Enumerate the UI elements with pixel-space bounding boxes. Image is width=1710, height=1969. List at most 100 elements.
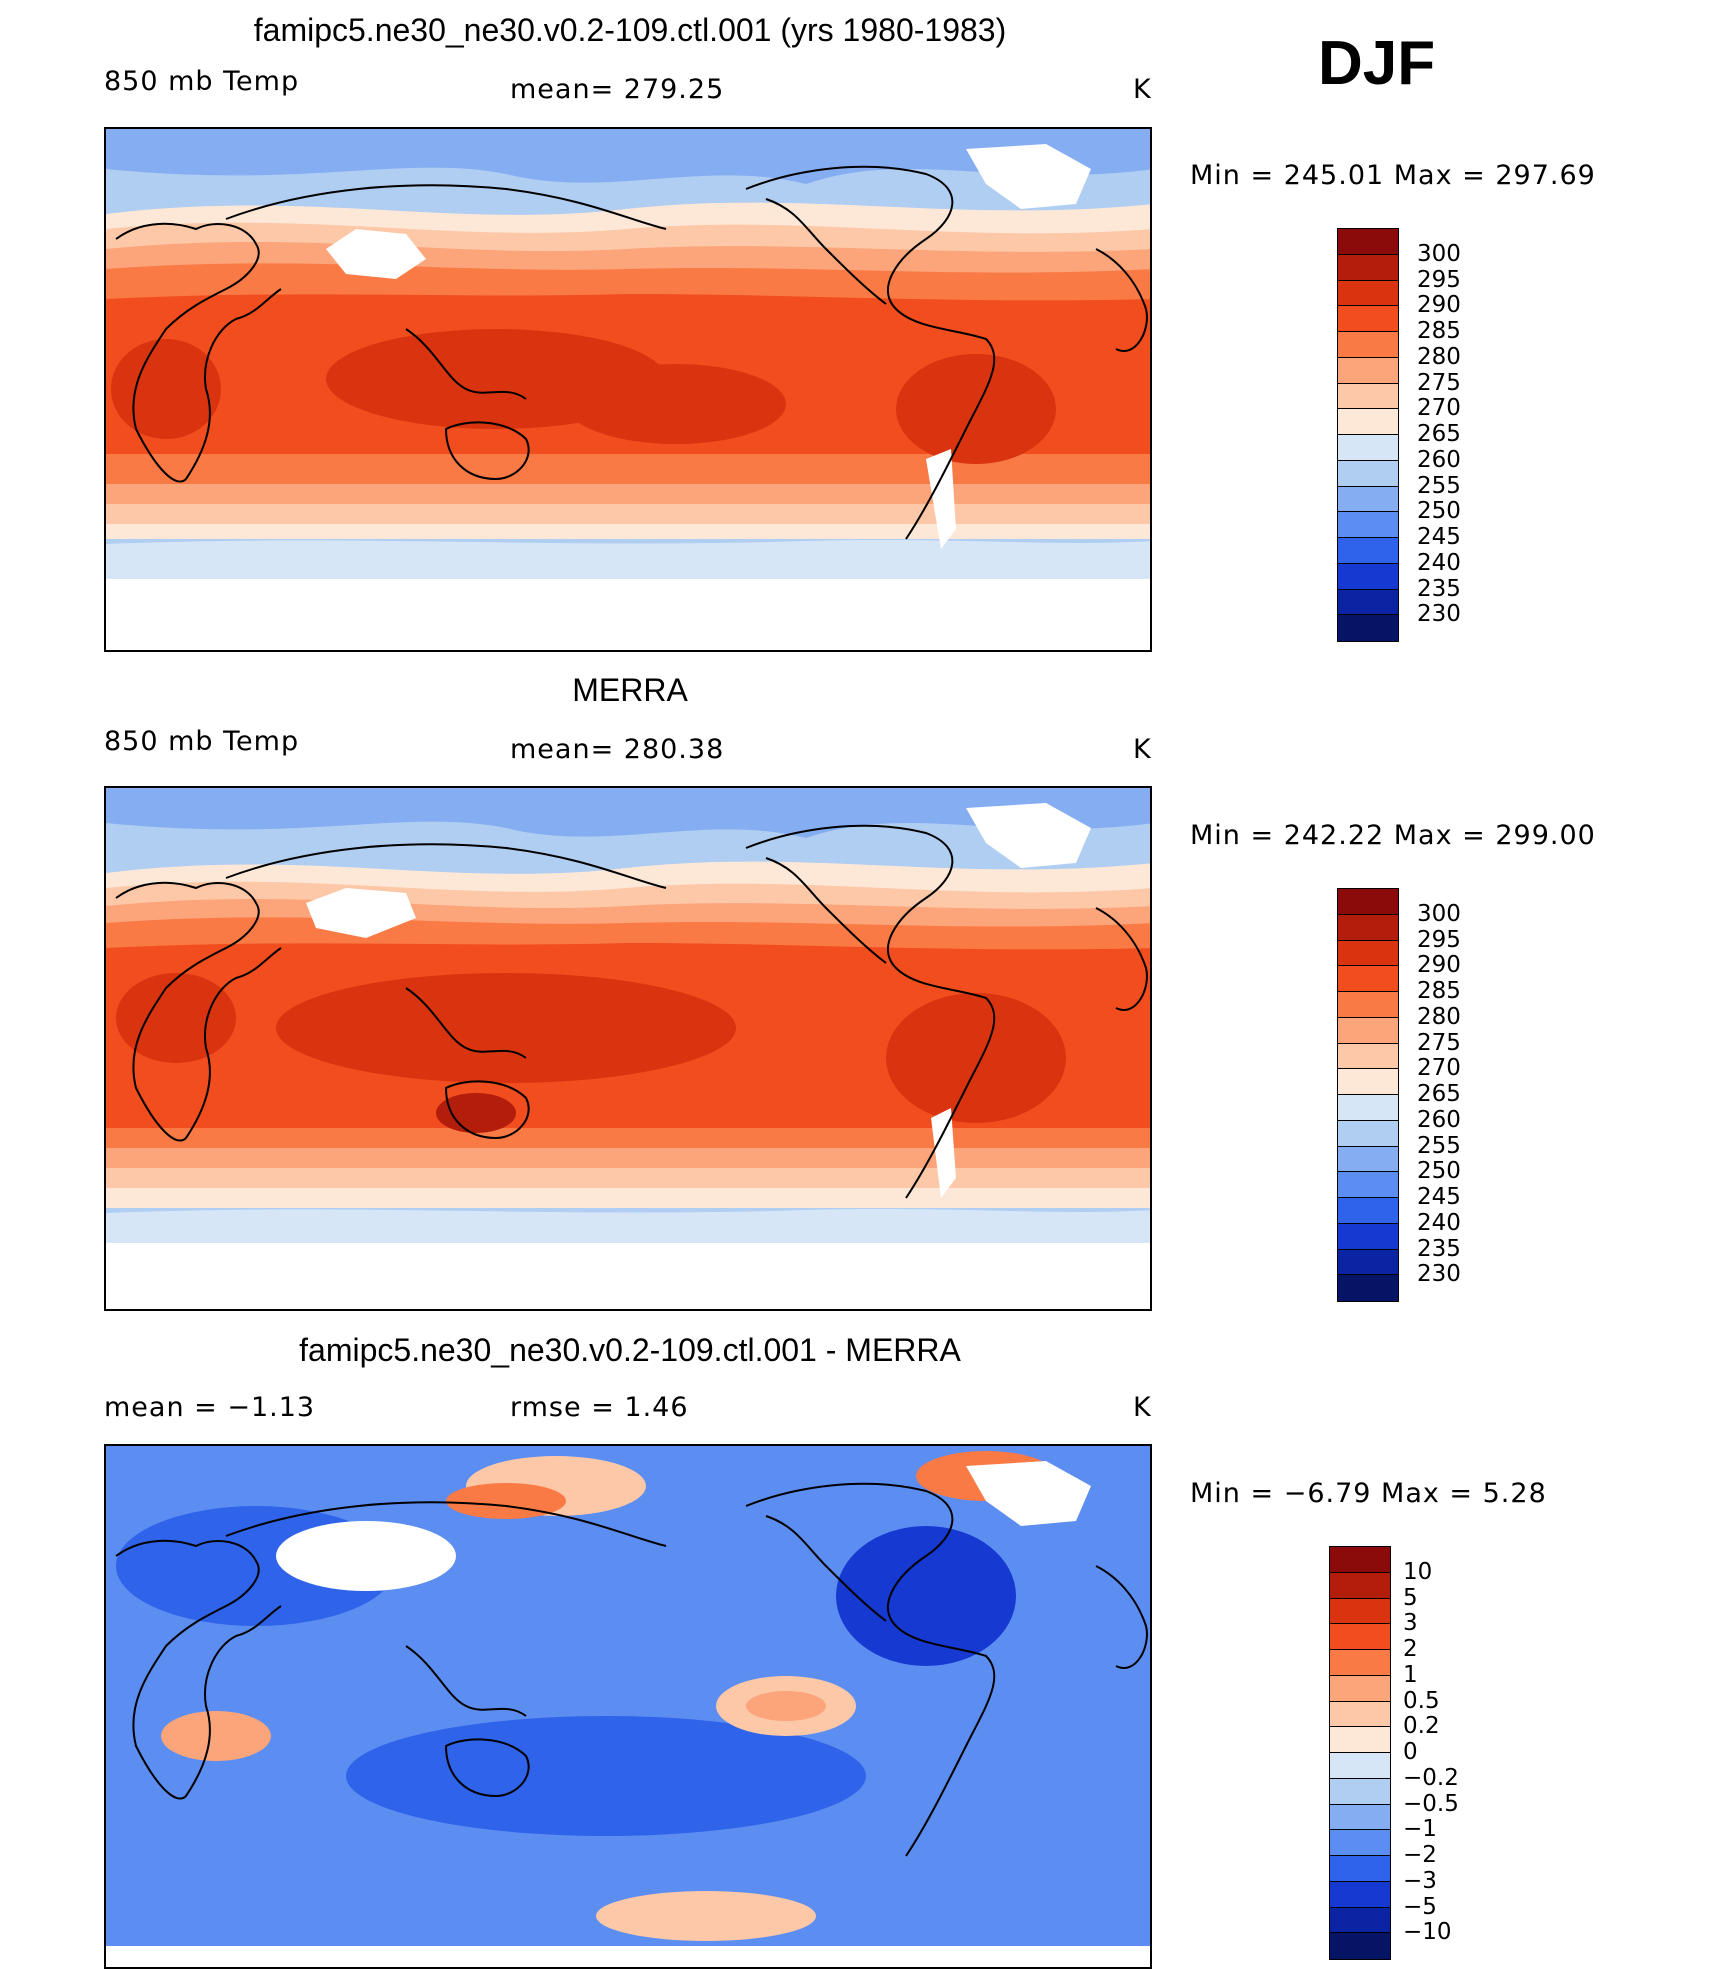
panel-3-title: famipc5.ne30_ne30.v0.2-109.ctl.001 - MER… xyxy=(299,1332,961,1368)
colorbar-tick-label: 245 xyxy=(1417,1184,1461,1210)
colorbar-swatch xyxy=(1338,306,1398,332)
colorbar-swatch xyxy=(1338,1017,1398,1044)
colorbar-swatch xyxy=(1338,1069,1398,1095)
panel-2-map xyxy=(104,786,1152,1311)
panel-1-units-label: K xyxy=(1133,74,1152,105)
colorbar-tick-label: −2 xyxy=(1403,1842,1437,1868)
panel-2-colorbar xyxy=(1337,888,1399,1302)
colorbar-tick-label: 260 xyxy=(1417,1106,1461,1133)
colorbar-tick-label: 0.2 xyxy=(1403,1713,1440,1740)
colorbar-tick-label: 265 xyxy=(1417,421,1461,447)
colorbar-tick-label: 300 xyxy=(1417,900,1461,927)
colorbar-swatch xyxy=(1330,1830,1390,1856)
colorbar-tick-label: 300 xyxy=(1417,240,1461,267)
colorbar-tick-label: 240 xyxy=(1417,549,1461,576)
colorbar-swatch xyxy=(1338,1172,1398,1198)
colorbar-swatch xyxy=(1338,460,1398,487)
colorbar-tick-label: −0.5 xyxy=(1403,1790,1459,1817)
colorbar-swatch xyxy=(1338,889,1398,915)
colorbar-tick-label: 270 xyxy=(1417,395,1461,422)
panel-1-colorbar xyxy=(1337,228,1399,642)
colorbar-swatch xyxy=(1330,1778,1390,1805)
colorbar-tick-label: 285 xyxy=(1417,978,1461,1004)
panel-1-minmax-label: Min = 245.01 Max = 297.69 xyxy=(1190,160,1596,191)
colorbar-tick-label: −3 xyxy=(1403,1867,1437,1894)
colorbar-tick-label: 5 xyxy=(1403,1584,1418,1611)
colorbar-swatch xyxy=(1330,1650,1390,1676)
colorbar-swatch xyxy=(1330,1547,1390,1573)
colorbar-tick-label: 280 xyxy=(1417,343,1461,370)
colorbar-swatch xyxy=(1338,1120,1398,1147)
colorbar-swatch xyxy=(1338,1198,1398,1224)
colorbar-swatch xyxy=(1338,563,1398,590)
colorbar-swatch xyxy=(1338,1275,1398,1301)
colorbar-swatch xyxy=(1338,940,1398,967)
colorbar-swatch xyxy=(1338,435,1398,461)
colorbar-swatch xyxy=(1330,1933,1390,1959)
colorbar-swatch xyxy=(1338,992,1398,1018)
colorbar-tick-label: 275 xyxy=(1417,369,1461,396)
panel-2-title: MERRA xyxy=(572,672,688,708)
colorbar-swatch xyxy=(1338,409,1398,435)
colorbar-swatch xyxy=(1338,1249,1398,1276)
colorbar-tick-label: 245 xyxy=(1417,524,1461,550)
panel-1-mean-label: mean= 279.25 xyxy=(510,74,725,105)
colorbar-swatch xyxy=(1338,383,1398,410)
panel-3-map xyxy=(104,1444,1152,1969)
colorbar-swatch xyxy=(1338,1095,1398,1121)
panel-2-minmax-label: Min = 242.22 Max = 299.00 xyxy=(1190,820,1596,851)
colorbar-tick-label: 270 xyxy=(1417,1055,1461,1082)
colorbar-tick-label: 240 xyxy=(1417,1209,1461,1236)
panel-3-minmax-label: Min = −6.79 Max = 5.28 xyxy=(1190,1478,1547,1509)
panel-3-colorbar xyxy=(1329,1546,1391,1960)
panel-3-units-label: K xyxy=(1133,1392,1152,1423)
colorbar-swatch xyxy=(1330,1598,1390,1625)
colorbar-tick-label: 265 xyxy=(1417,1081,1461,1107)
colorbar-swatch xyxy=(1338,1223,1398,1250)
colorbar-tick-label: 275 xyxy=(1417,1029,1461,1056)
colorbar-tick-label: 1 xyxy=(1403,1661,1418,1688)
colorbar-tick-label: 10 xyxy=(1403,1558,1433,1585)
season-label: DJF xyxy=(1318,29,1436,98)
panel-1-title: famipc5.ne30_ne30.v0.2-109.ctl.001 (yrs … xyxy=(253,12,1007,48)
colorbar-swatch xyxy=(1338,486,1398,513)
colorbar-tick-label: 290 xyxy=(1417,292,1461,319)
colorbar-tick-label: 0 xyxy=(1403,1739,1418,1765)
colorbar-swatch xyxy=(1338,538,1398,564)
colorbar-tick-label: 295 xyxy=(1417,926,1461,953)
colorbar-tick-label: 250 xyxy=(1417,498,1461,525)
panel-2-temperature-field xyxy=(106,788,1150,1309)
colorbar-tick-label: 260 xyxy=(1417,446,1461,473)
colorbar-swatch xyxy=(1338,1043,1398,1070)
colorbar-swatch xyxy=(1338,229,1398,255)
colorbar-tick-label: 255 xyxy=(1417,472,1461,499)
colorbar-swatch xyxy=(1330,1624,1390,1650)
colorbar-swatch xyxy=(1330,1701,1390,1728)
colorbar-swatch xyxy=(1330,1804,1390,1831)
colorbar-tick-label: 235 xyxy=(1417,1235,1461,1262)
colorbar-tick-label: −5 xyxy=(1403,1893,1437,1920)
colorbar-swatch xyxy=(1338,254,1398,281)
colorbar-swatch xyxy=(1330,1907,1390,1934)
colorbar-tick-label: 250 xyxy=(1417,1158,1461,1185)
colorbar-tick-label: −1 xyxy=(1403,1816,1437,1843)
colorbar-swatch xyxy=(1338,589,1398,616)
panel-3-mean-label: mean = −1.13 xyxy=(104,1392,316,1423)
colorbar-tick-label: 3 xyxy=(1403,1610,1418,1637)
colorbar-tick-label: 295 xyxy=(1417,266,1461,293)
colorbar-tick-label: −0.2 xyxy=(1403,1764,1459,1791)
colorbar-tick-label: 0.5 xyxy=(1403,1687,1440,1714)
colorbar-swatch xyxy=(1338,332,1398,358)
colorbar-swatch xyxy=(1330,1572,1390,1599)
colorbar-tick-label: −10 xyxy=(1403,1919,1452,1946)
colorbar-swatch xyxy=(1330,1753,1390,1779)
colorbar-tick-label: 235 xyxy=(1417,575,1461,602)
colorbar-swatch xyxy=(1330,1881,1390,1908)
panel-2-mean-label: mean= 280.38 xyxy=(510,734,725,765)
colorbar-tick-label: 280 xyxy=(1417,1003,1461,1030)
panel-1-map xyxy=(104,127,1152,652)
colorbar-swatch xyxy=(1330,1856,1390,1882)
colorbar-tick-label: 2 xyxy=(1403,1636,1418,1662)
colorbar-swatch xyxy=(1338,914,1398,941)
panel-3-difference-field xyxy=(106,1446,1150,1967)
